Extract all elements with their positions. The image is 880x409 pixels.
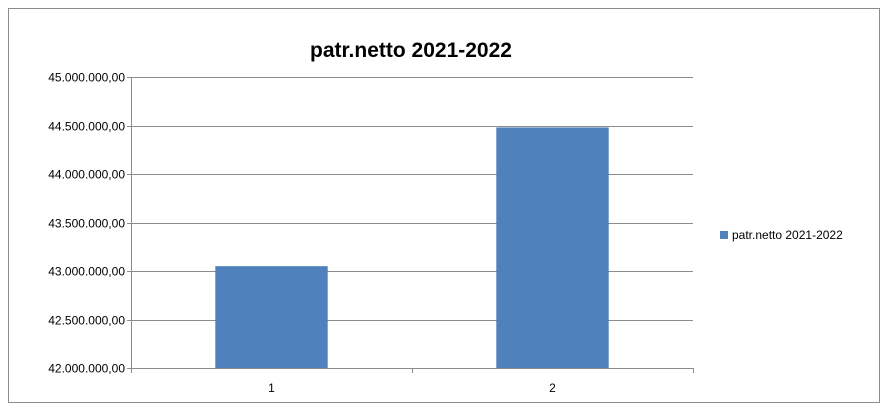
y-tick-label: 42.500.000,00 bbox=[48, 314, 125, 328]
chart-title: patr.netto 2021-2022 bbox=[310, 39, 512, 62]
y-tick-label: 44.500.000,00 bbox=[48, 120, 125, 134]
y-tick-label: 42.000.000,00 bbox=[48, 362, 125, 376]
bar-1 bbox=[215, 266, 327, 368]
y-tick-label: 44.000.000,00 bbox=[48, 168, 125, 182]
x-tick-label: 1 bbox=[268, 381, 275, 395]
legend-label: patr.netto 2021-2022 bbox=[732, 228, 843, 242]
chart-border bbox=[9, 9, 880, 403]
x-tick-label: 2 bbox=[549, 381, 556, 395]
legend: patr.netto 2021-2022 bbox=[720, 228, 843, 242]
y-tick-label: 43.500.000,00 bbox=[48, 217, 125, 231]
bar-2 bbox=[496, 127, 608, 368]
legend-swatch bbox=[720, 231, 728, 239]
y-tick-label: 45.000.000,00 bbox=[48, 71, 125, 85]
y-tick-label: 43.000.000,00 bbox=[48, 265, 125, 279]
